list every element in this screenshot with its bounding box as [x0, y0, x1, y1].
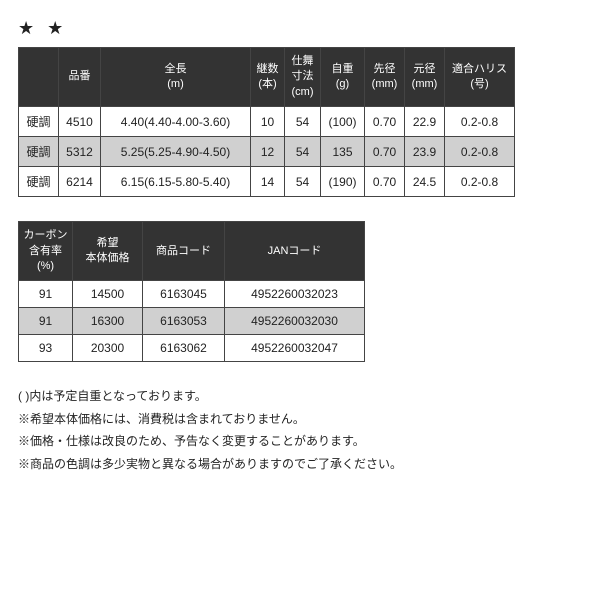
spec1-cell: 4.40(4.40-4.00-3.60) — [101, 107, 251, 137]
spec2-cell: 4952260032023 — [225, 281, 365, 308]
spec2-cell: 6163045 — [143, 281, 225, 308]
spec1-cell: 0.2-0.8 — [445, 137, 515, 167]
spec2-cell: 16300 — [73, 308, 143, 335]
spec1-header-2: 全長(m) — [101, 48, 251, 107]
spec1-cell: 12 — [251, 137, 285, 167]
footnote-line: ※価格・仕様は改良のため、予告なく変更することがあります。 — [18, 431, 582, 451]
spec1-cell: 0.2-0.8 — [445, 107, 515, 137]
spec1-header-5: 自重(g) — [321, 48, 365, 107]
spec1-header-3: 継数(本) — [251, 48, 285, 107]
spec1-cell: 硬調 — [19, 137, 59, 167]
spec2-cell: 6163062 — [143, 335, 225, 362]
spec2-header-2: 商品コード — [143, 222, 225, 281]
spec2-header-3: JANコード — [225, 222, 365, 281]
spec1-cell: 5312 — [59, 137, 101, 167]
spec1-row: 硬調53125.25(5.25-4.90-4.50)12541350.7023.… — [19, 137, 515, 167]
spec2-cell: 91 — [19, 281, 73, 308]
spec2-header-1: 希望本体価格 — [73, 222, 143, 281]
spec1-cell: 硬調 — [19, 107, 59, 137]
spec2-cell: 6163053 — [143, 308, 225, 335]
spec1-header-4: 仕舞寸法(cm) — [285, 48, 321, 107]
spec2-header-0: カーボン含有率(%) — [19, 222, 73, 281]
spec-table-1: 品番全長(m)継数(本)仕舞寸法(cm)自重(g)先径(mm)元径(mm)適合ハ… — [18, 47, 515, 197]
spec1-header-6: 先径(mm) — [365, 48, 405, 107]
spec1-cell: 6.15(6.15-5.80-5.40) — [101, 167, 251, 197]
spec2-cell: 14500 — [73, 281, 143, 308]
spec1-cell: 0.70 — [365, 107, 405, 137]
spec1-cell: 硬調 — [19, 167, 59, 197]
spec1-row: 硬調45104.40(4.40-4.00-3.60)1054(100)0.702… — [19, 107, 515, 137]
spec1-cell: 14 — [251, 167, 285, 197]
spec1-cell: 135 — [321, 137, 365, 167]
spec-table-2: カーボン含有率(%)希望本体価格商品コードJANコード9114500616304… — [18, 221, 365, 362]
rating-stars: ★ ★ — [18, 18, 582, 39]
spec2-cell: 4952260032047 — [225, 335, 365, 362]
spec1-cell: 6214 — [59, 167, 101, 197]
spec2-cell: 91 — [19, 308, 73, 335]
spec1-cell: 0.70 — [365, 167, 405, 197]
spec1-cell: 22.9 — [405, 107, 445, 137]
spec1-cell: 54 — [285, 167, 321, 197]
spec1-header-1: 品番 — [59, 48, 101, 107]
spec1-cell: 0.70 — [365, 137, 405, 167]
spec2-cell: 4952260032030 — [225, 308, 365, 335]
spec1-cell: (190) — [321, 167, 365, 197]
spec2-cell: 20300 — [73, 335, 143, 362]
footnotes: ( )内は予定自重となっております。 ※希望本体価格には、消費税は含まれておりませ… — [18, 386, 582, 474]
spec1-cell: 54 — [285, 107, 321, 137]
spec1-row: 硬調62146.15(6.15-5.80-5.40)1454(190)0.702… — [19, 167, 515, 197]
spec2-row: 911630061630534952260032030 — [19, 308, 365, 335]
spec1-cell: 23.9 — [405, 137, 445, 167]
footnote-line: ※希望本体価格には、消費税は含まれておりません。 — [18, 409, 582, 429]
spec2-row: 911450061630454952260032023 — [19, 281, 365, 308]
spec1-cell: 0.2-0.8 — [445, 167, 515, 197]
spec1-header-8: 適合ハリス(号) — [445, 48, 515, 107]
spec1-cell: (100) — [321, 107, 365, 137]
footnote-line: ( )内は予定自重となっております。 — [18, 386, 582, 406]
spec1-cell: 24.5 — [405, 167, 445, 197]
spec2-cell: 93 — [19, 335, 73, 362]
spec1-cell: 5.25(5.25-4.90-4.50) — [101, 137, 251, 167]
spec1-header-0 — [19, 48, 59, 107]
spec1-cell: 4510 — [59, 107, 101, 137]
spec1-header-7: 元径(mm) — [405, 48, 445, 107]
spec1-cell: 54 — [285, 137, 321, 167]
spec1-cell: 10 — [251, 107, 285, 137]
footnote-line: ※商品の色調は多少実物と異なる場合がありますのでご了承ください。 — [18, 454, 582, 474]
spec2-row: 932030061630624952260032047 — [19, 335, 365, 362]
